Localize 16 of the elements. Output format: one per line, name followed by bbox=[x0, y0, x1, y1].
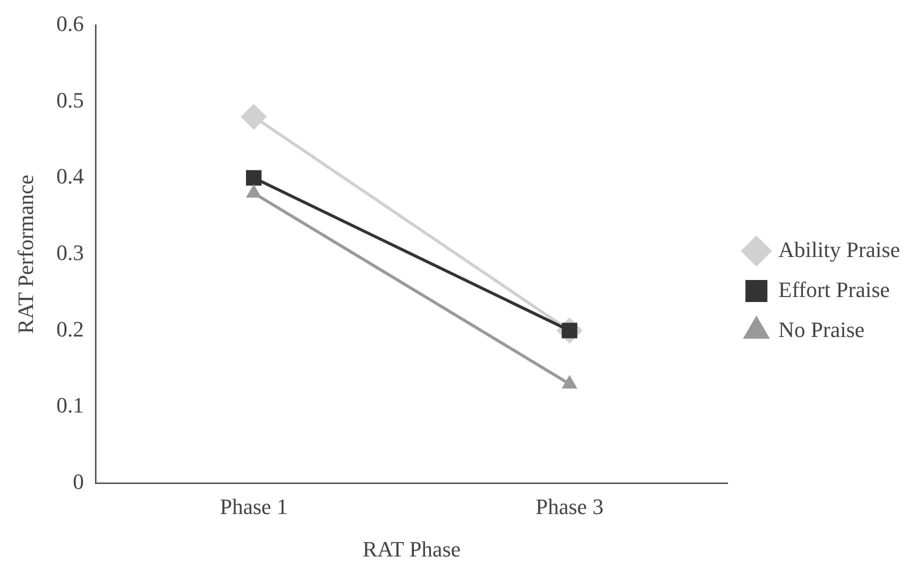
x-axis-title: RAT Phase bbox=[362, 536, 461, 562]
legend-label: Ability Praise bbox=[778, 236, 900, 262]
x-tick-label: Phase 1 bbox=[220, 494, 288, 520]
point bbox=[240, 104, 267, 130]
legend-label: No Praise bbox=[778, 316, 865, 342]
x-tick-label: Phase 3 bbox=[536, 494, 604, 520]
y-tick-label: 0.6 bbox=[56, 10, 84, 36]
y-tick-label: 0 bbox=[72, 468, 84, 494]
y-axis-title: RAT Performance bbox=[12, 174, 38, 334]
y-tick-label: 0.1 bbox=[56, 392, 84, 418]
y-tick-label: 0.3 bbox=[56, 240, 84, 265]
legend-label: Effort Praise bbox=[778, 276, 890, 302]
y-tick-label: 0.2 bbox=[56, 316, 84, 342]
point bbox=[246, 170, 262, 186]
y-tick-label: 0.4 bbox=[56, 164, 84, 189]
y-tick-label: 0.5 bbox=[56, 87, 84, 112]
